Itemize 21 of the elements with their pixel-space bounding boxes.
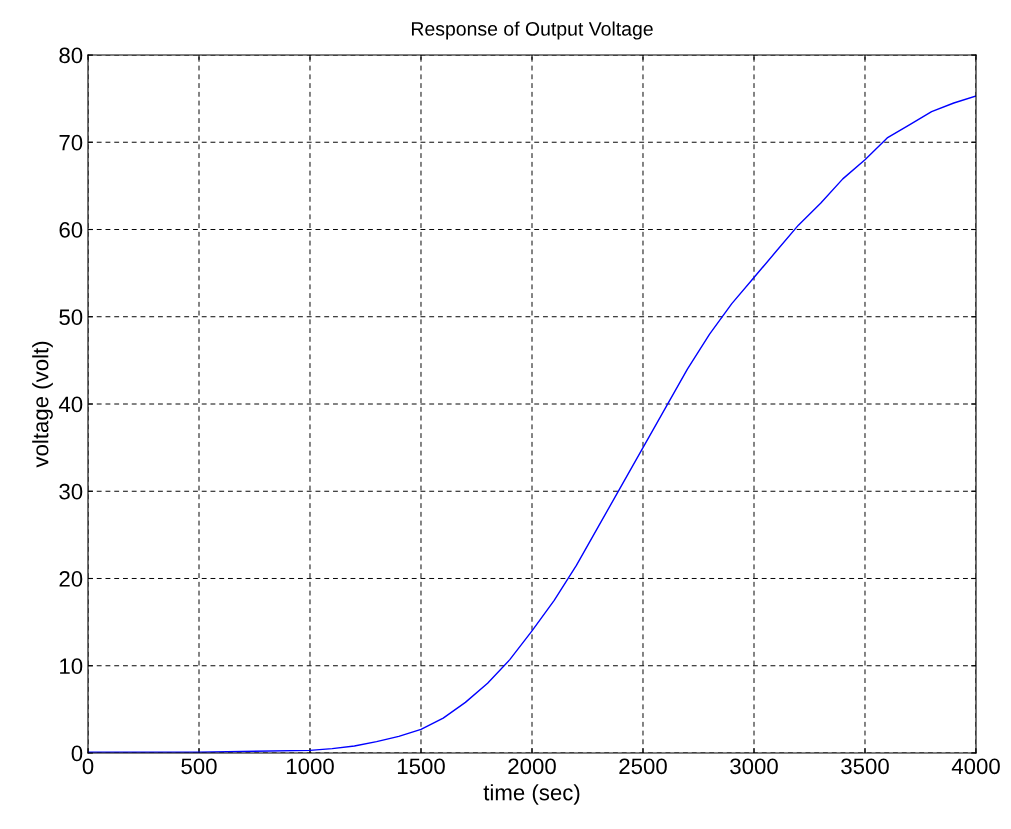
x-axis-title: time (sec): [483, 784, 580, 805]
y-tick-label: 30: [59, 483, 83, 500]
y-tick-label: 10: [60, 658, 83, 675]
x-tick-label: 1000: [286, 758, 334, 775]
x-tick-label: 3500: [841, 758, 889, 775]
y-tick-label: 0: [71, 745, 83, 762]
y-axis-title: voltage (volt): [32, 341, 53, 468]
x-tick-label: 2000: [508, 758, 556, 775]
x-tick-label: 1500: [397, 758, 445, 775]
x-tick-label: 4000: [951, 758, 1000, 775]
chart-title: Response of Output Voltage: [411, 21, 653, 40]
y-tick-label: 80: [59, 47, 83, 64]
x-tick-label: 0: [82, 758, 94, 775]
x-tick-label: 500: [181, 758, 217, 775]
y-tick-label: 70: [59, 134, 83, 151]
y-tick-label: 50: [59, 309, 83, 326]
y-tick-label: 40: [58, 396, 83, 413]
x-tick-label: 2500: [619, 758, 667, 775]
x-tick-label: 3000: [730, 758, 778, 775]
y-tick-label: 60: [59, 222, 83, 238]
y-tick-label: 20: [59, 571, 83, 587]
